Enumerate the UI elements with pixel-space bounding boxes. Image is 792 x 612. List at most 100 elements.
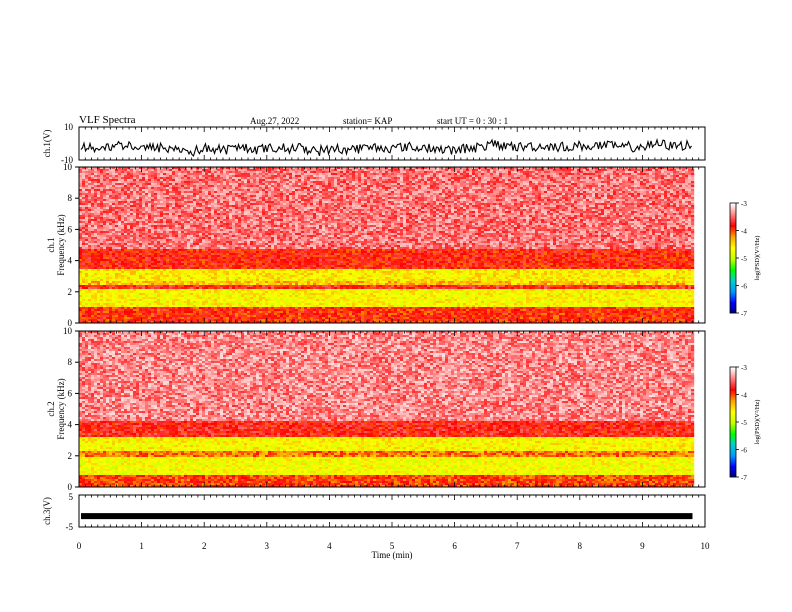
- spectrogram-cell: [493, 183, 497, 186]
- spectrogram-cell: [568, 195, 572, 198]
- spectrogram-cell: [325, 197, 329, 200]
- spectrogram-cell: [175, 213, 179, 216]
- spectrogram-cell: [97, 167, 101, 170]
- spectrogram-cell: [550, 203, 554, 206]
- spectrogram-cell: [271, 193, 275, 196]
- spectrogram-cell: [586, 167, 590, 170]
- spectrogram-cell: [571, 213, 575, 216]
- spectrogram-cell: [118, 207, 122, 210]
- spectrogram-cell: [196, 185, 200, 188]
- spectrogram-cell: [607, 207, 611, 210]
- spectrogram-cell: [157, 189, 161, 192]
- spectrogram-cell: [532, 169, 536, 172]
- spectrogram-cell: [217, 175, 221, 178]
- spectrogram-cell: [574, 183, 578, 186]
- spectrogram-cell: [172, 199, 176, 202]
- spectrogram-cell: [205, 207, 209, 210]
- spectrogram-cell: [445, 189, 449, 192]
- spectrogram-cell: [199, 199, 203, 202]
- spectrogram-cell: [253, 181, 257, 184]
- spectrogram-cell: [391, 169, 395, 172]
- spectrogram-cell: [241, 181, 245, 184]
- spectrogram-cell: [466, 177, 470, 180]
- spectrogram-cell: [154, 211, 158, 214]
- spectrogram-cell: [514, 199, 518, 202]
- spectrogram-cell: [361, 179, 365, 182]
- spectrogram-cell: [334, 193, 338, 196]
- spectrogram-cell: [379, 175, 383, 178]
- spectrogram-cell: [253, 203, 257, 206]
- spectrogram-cell: [313, 205, 317, 208]
- spectrogram-cell: [493, 209, 497, 212]
- spectrogram-cell: [484, 207, 488, 210]
- spectrogram-cell: [253, 201, 257, 204]
- spectrogram-cell: [145, 169, 149, 172]
- spectrogram-cell: [94, 169, 98, 172]
- spectrogram-cell: [634, 177, 638, 180]
- spectrogram-cell: [175, 175, 179, 178]
- spectrogram-cell: [637, 209, 641, 212]
- spectrogram-cell: [199, 175, 203, 178]
- spectrogram-cell: [193, 177, 197, 180]
- spectrogram-cell: [670, 167, 674, 170]
- spectrogram-cell: [370, 193, 374, 196]
- spectrogram-cell: [415, 205, 419, 208]
- spectrogram-cell: [511, 175, 515, 178]
- spectrogram-cell: [487, 187, 491, 190]
- spectrogram-cell: [172, 201, 176, 204]
- spectrogram-cell: [529, 213, 533, 216]
- spectrogram-cell: [265, 195, 269, 198]
- spectrogram-cell: [310, 211, 314, 214]
- spectrogram-cell: [154, 183, 158, 186]
- spectrogram-cell: [508, 205, 512, 208]
- spectrogram-cell: [157, 209, 161, 212]
- spectrogram-cell: [661, 207, 665, 210]
- spectrogram-cell: [247, 177, 251, 180]
- spectrogram-cell: [580, 189, 584, 192]
- spectrogram-cell: [619, 207, 623, 210]
- spectrogram-cell: [412, 199, 416, 202]
- spectrogram-cell: [442, 175, 446, 178]
- spectrogram-cell: [436, 171, 440, 174]
- spectrogram-cell: [403, 191, 407, 194]
- spectrogram-cell: [550, 167, 554, 170]
- spectrogram-cell: [517, 181, 521, 184]
- spectrogram-cell: [652, 179, 656, 182]
- spectrogram-cell: [592, 201, 596, 204]
- spectrogram-cell: [139, 195, 143, 198]
- spectrogram-cell: [550, 179, 554, 182]
- spectrogram-cell: [496, 205, 500, 208]
- spectrogram-cell: [274, 209, 278, 212]
- spectrogram-cell: [379, 187, 383, 190]
- spectrogram-cell: [460, 173, 464, 176]
- spectrogram-cell: [451, 175, 455, 178]
- spectrogram-cell: [616, 185, 620, 188]
- spectrogram-cell: [391, 189, 395, 192]
- spectrogram-cell: [613, 197, 617, 200]
- spectrogram-cell: [163, 211, 167, 214]
- spectrogram-cell: [229, 179, 233, 182]
- spectrogram-cell: [364, 199, 368, 202]
- spectrogram-cell: [337, 187, 341, 190]
- spectrogram-cell: [610, 183, 614, 186]
- spectrogram-cell: [610, 205, 614, 208]
- spectrogram-cell: [607, 169, 611, 172]
- spectrogram-cell: [208, 189, 212, 192]
- spectrogram-cell: [238, 213, 242, 216]
- spectrogram-cell: [106, 209, 110, 212]
- spectrogram-cell: [292, 193, 296, 196]
- spectrogram-cell: [103, 171, 107, 174]
- spectrogram-cell: [112, 181, 116, 184]
- spectrogram-cell: [112, 171, 116, 174]
- spectrogram-cell: [601, 209, 605, 212]
- spectrogram-cell: [118, 215, 122, 218]
- spectrogram-cell: [301, 169, 305, 172]
- spectrogram-cell: [553, 203, 557, 206]
- spectrogram-cell: [412, 179, 416, 182]
- spectrogram-cell: [424, 195, 428, 198]
- spectrogram-cell: [97, 173, 101, 176]
- spectrogram-cell: [199, 205, 203, 208]
- spectrogram-cell: [82, 215, 86, 218]
- spectrogram-cell: [448, 209, 452, 212]
- spectrogram-cell: [217, 181, 221, 184]
